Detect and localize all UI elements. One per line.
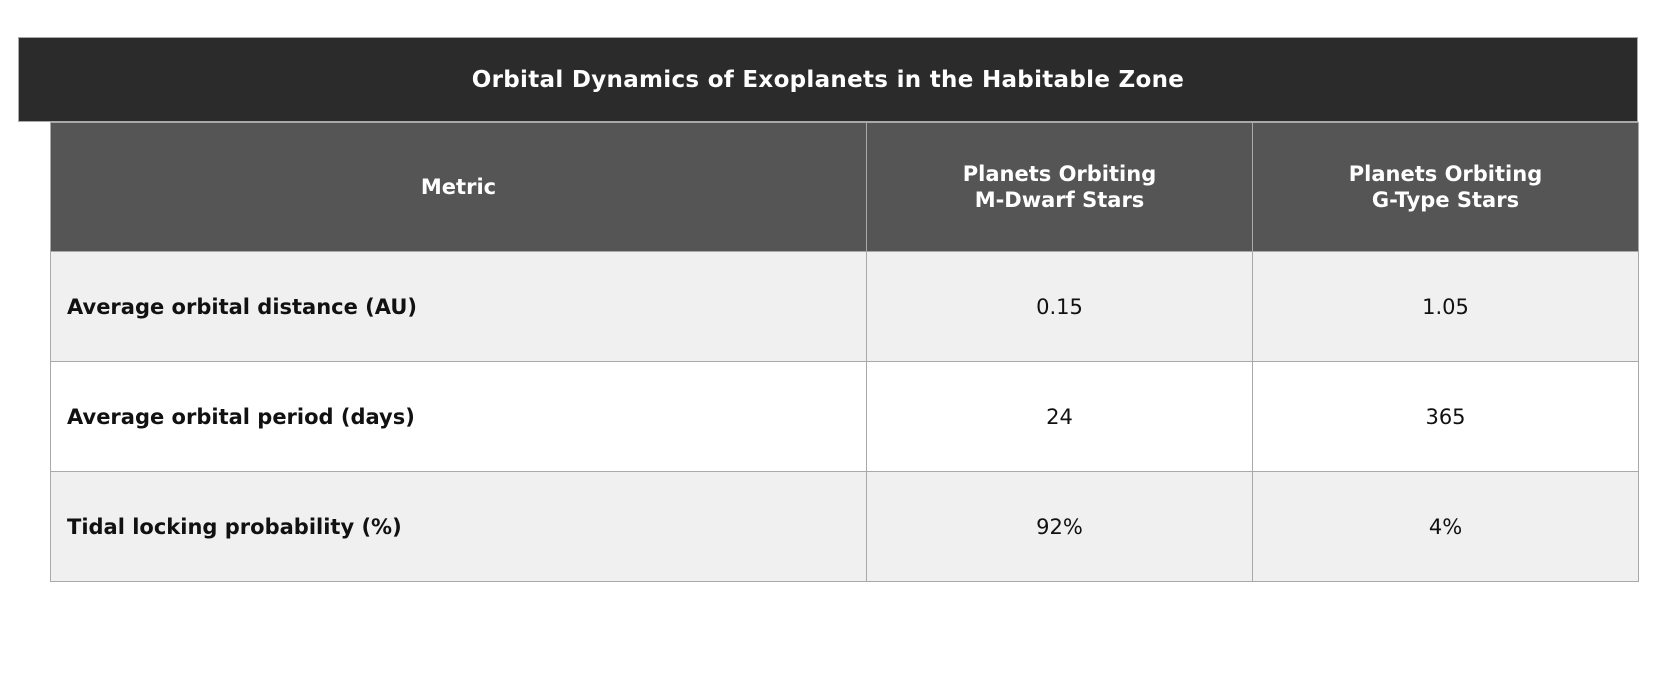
column-header-m-dwarf-line2: M-Dwarf Stars [974, 188, 1145, 212]
g-type-value-cell: 365 [1252, 361, 1639, 472]
column-header-g-type-line2: G-Type Stars [1371, 188, 1520, 212]
g-type-value-cell: 1.05 [1252, 251, 1639, 362]
m-dwarf-value-cell: 24 [866, 361, 1253, 472]
table-body: Average orbital distance (AU) 0.15 1.05 … [50, 251, 1639, 582]
m-dwarf-value-cell: 0.15 [866, 251, 1253, 362]
table-row: Average orbital period (days) 24 365 [50, 361, 1639, 472]
table-title: Orbital Dynamics of Exoplanets in the Ha… [18, 37, 1638, 122]
table-row: Average orbital distance (AU) 0.15 1.05 [50, 251, 1639, 362]
metrics-table: Metric Planets Orbiting M-Dwarf Stars Pl… [50, 122, 1639, 582]
column-header-metric-label: Metric [420, 174, 497, 199]
column-header-m-dwarf-line1: Planets Orbiting [962, 161, 1157, 186]
g-type-value-cell: 4% [1252, 471, 1639, 582]
table-header: Metric Planets Orbiting M-Dwarf Stars Pl… [50, 122, 1639, 252]
column-header-g-type-line1: Planets Orbiting [1348, 161, 1543, 186]
column-header-metric: Metric [50, 122, 867, 252]
m-dwarf-value-cell: 92% [866, 471, 1253, 582]
header-row: Metric Planets Orbiting M-Dwarf Stars Pl… [50, 122, 1639, 252]
metric-cell: Tidal locking probability (%) [50, 471, 867, 582]
metric-cell: Average orbital period (days) [50, 361, 867, 472]
table-row: Tidal locking probability (%) 92% 4% [50, 471, 1639, 582]
metric-cell: Average orbital distance (AU) [50, 251, 867, 362]
column-header-g-type: Planets Orbiting G-Type Stars [1252, 122, 1639, 252]
column-header-m-dwarf: Planets Orbiting M-Dwarf Stars [866, 122, 1253, 252]
